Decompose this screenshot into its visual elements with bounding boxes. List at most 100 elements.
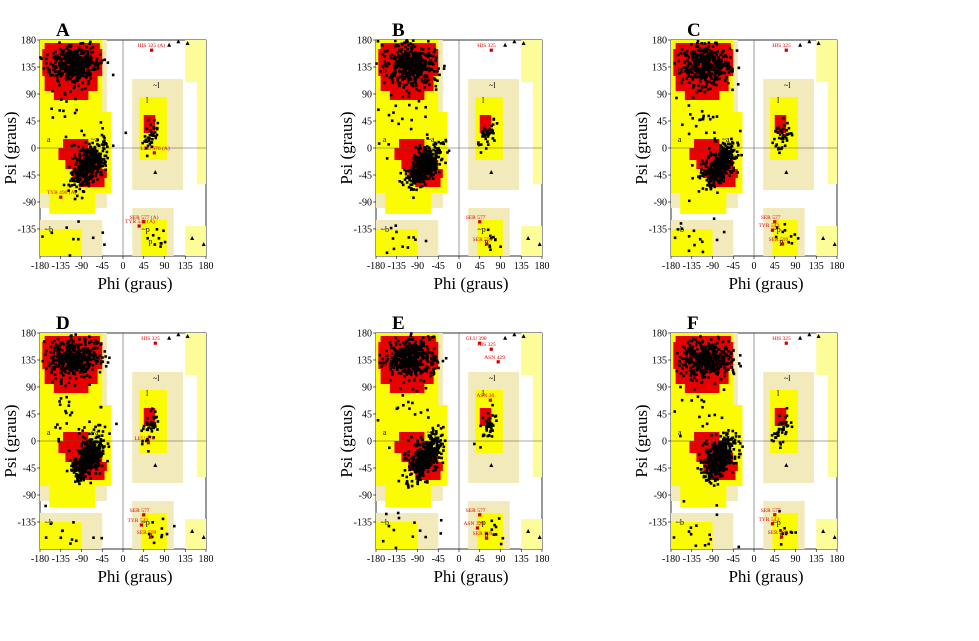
alpha-point xyxy=(712,173,715,176)
alpha-point xyxy=(407,170,410,173)
alpha-point xyxy=(706,172,709,175)
left-helix-point xyxy=(776,127,779,130)
alpha-point xyxy=(416,439,419,442)
scatter-point xyxy=(414,146,417,149)
beta-point xyxy=(380,365,383,368)
scatter-point xyxy=(53,368,56,371)
alpha-point xyxy=(100,452,103,455)
beta-point xyxy=(719,60,722,63)
beta-point xyxy=(399,362,402,365)
alpha-point xyxy=(688,200,691,203)
alpha-point xyxy=(75,473,78,476)
alpha-point xyxy=(700,168,703,171)
scatter-point xyxy=(410,128,413,131)
beta-point xyxy=(58,84,61,87)
beta-point xyxy=(718,72,721,75)
beta-point xyxy=(693,60,696,63)
scatter-point xyxy=(59,427,62,430)
alpha-point xyxy=(79,168,82,171)
alpha-point xyxy=(77,165,80,168)
scatter-point xyxy=(71,538,74,541)
beta-point xyxy=(428,70,431,73)
left-helix-point xyxy=(154,410,157,413)
beta-point xyxy=(92,67,95,70)
alpha-point xyxy=(97,430,100,433)
beta-point xyxy=(408,68,411,71)
alpha-point xyxy=(420,463,423,466)
beta-point xyxy=(389,368,392,371)
beta-point xyxy=(404,65,407,68)
x-tick-label: 135 xyxy=(514,261,529,272)
alpha-point xyxy=(398,180,401,183)
beta-point xyxy=(391,356,394,359)
alpha-point xyxy=(698,190,701,193)
alpha-point xyxy=(439,444,442,447)
scatter-point xyxy=(392,74,395,77)
beta-point xyxy=(93,342,96,345)
beta-point xyxy=(706,65,709,68)
beta-point xyxy=(39,56,42,59)
core-region-alpha xyxy=(63,432,88,441)
left-helix-point xyxy=(486,134,489,137)
alpha-point xyxy=(407,485,410,488)
alpha-point xyxy=(415,453,418,456)
scatter-point xyxy=(91,142,94,145)
beta-point xyxy=(410,334,413,337)
beta-point xyxy=(693,84,696,87)
beta-point xyxy=(74,344,77,347)
beta-point xyxy=(437,367,440,370)
beta-point xyxy=(81,361,84,364)
beta-point xyxy=(701,55,704,58)
alpha-point xyxy=(420,153,423,156)
y-tick-label: -135 xyxy=(18,518,36,529)
beta-point xyxy=(78,338,81,341)
beta-point xyxy=(65,53,68,56)
alpha-point xyxy=(706,179,709,182)
left-helix-point xyxy=(147,119,150,122)
scatter-point xyxy=(386,157,389,160)
beta-point xyxy=(436,79,439,82)
alpha-point xyxy=(87,453,90,456)
beta-point xyxy=(54,346,57,349)
alpha-point xyxy=(88,432,91,435)
beta-point xyxy=(71,342,74,345)
alpha-point xyxy=(98,157,101,160)
scatter-point xyxy=(61,530,64,533)
beta-point xyxy=(55,59,58,62)
beta-point xyxy=(105,365,108,368)
scatter-point xyxy=(681,227,684,230)
beta-point xyxy=(394,360,397,363)
alpha-point xyxy=(434,168,437,171)
beta-point xyxy=(731,88,734,91)
beta-point xyxy=(424,79,427,82)
scatter-point xyxy=(699,238,702,241)
alpha-point xyxy=(701,159,704,162)
region-label: ~b xyxy=(381,225,389,234)
beta-point xyxy=(55,363,58,366)
alpha-point xyxy=(99,154,102,157)
left-helix-point xyxy=(153,127,156,130)
left-helix-point xyxy=(144,135,147,138)
alpha-point xyxy=(115,423,118,426)
scatter-point xyxy=(159,245,162,248)
scatter-point xyxy=(58,109,61,112)
alpha-point xyxy=(416,461,419,464)
alpha-point xyxy=(92,180,95,183)
scatter-point xyxy=(712,116,715,119)
beta-point xyxy=(417,63,420,66)
beta-point xyxy=(436,360,439,363)
beta-point xyxy=(406,364,409,367)
alpha-point xyxy=(68,166,71,169)
y-axis-title: Psi (graus) xyxy=(1,404,20,477)
scatter-point xyxy=(499,245,502,248)
alpha-point xyxy=(84,160,87,163)
beta-point xyxy=(70,334,73,337)
beta-point xyxy=(83,376,86,379)
alpha-point xyxy=(430,454,433,457)
beta-point xyxy=(45,368,48,371)
alpha-point xyxy=(428,150,431,153)
alpha-point xyxy=(75,186,78,189)
beta-point xyxy=(687,56,690,59)
x-tick-label: 180 xyxy=(830,261,845,272)
beta-point xyxy=(382,358,385,361)
